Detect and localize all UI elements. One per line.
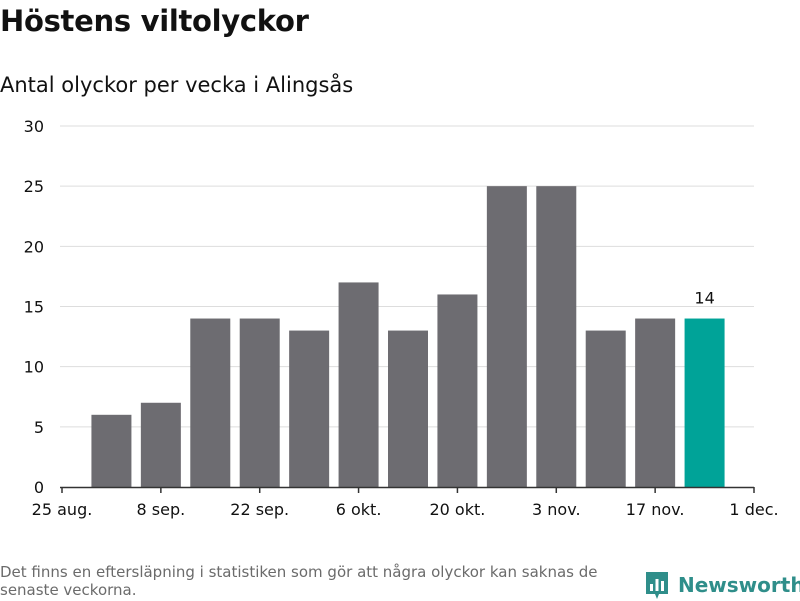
x-tick-label: 25 aug. (32, 500, 93, 519)
y-tick-label: 15 (24, 298, 44, 317)
x-tick-label: 3 nov. (532, 500, 581, 519)
bar (486, 186, 527, 487)
x-tick-label: 20 okt. (429, 500, 485, 519)
bar-chart: 0 5 10 15 20 25 30 14 25 aug. 8 sep. 22 sep. 6 okt.… (24, 117, 779, 519)
chart-title: Höstens viltolyckor (0, 4, 309, 38)
bar (190, 318, 231, 487)
y-tick-label: 5 (34, 418, 44, 437)
x-tick-label: 6 okt. (336, 500, 382, 519)
bar (536, 186, 577, 487)
bar (289, 330, 330, 487)
bar (585, 330, 626, 487)
chart-subtitle: Antal olyckor per vecka i Alingsås (0, 73, 354, 97)
bar (338, 282, 379, 487)
bar (437, 294, 478, 487)
newsworthy-logo-icon (646, 572, 668, 599)
y-tick-label: 10 (24, 358, 44, 377)
bar (91, 414, 132, 487)
x-tick-label: 8 sep. (137, 500, 186, 519)
x-tick-label: 1 dec. (729, 500, 778, 519)
bar (388, 330, 428, 487)
bar (635, 318, 676, 487)
highlighted-bar (684, 318, 725, 487)
bar (239, 318, 280, 487)
y-tick-label: 20 (24, 237, 44, 256)
brand[interactable]: Newsworthy (644, 569, 800, 601)
y-tick-label: 25 (24, 177, 44, 196)
brand-name: Newsworthy (678, 573, 800, 597)
y-tick-label: 30 (24, 117, 44, 136)
x-tick-label: 22 sep. (230, 500, 289, 519)
footnote: Det finns en eftersläpning i statistiken… (0, 563, 598, 599)
bar-value-label: 14 (694, 289, 714, 308)
y-tick-label: 0 (34, 478, 44, 497)
bar (140, 402, 181, 487)
x-tick-label: 17 nov. (626, 500, 685, 519)
